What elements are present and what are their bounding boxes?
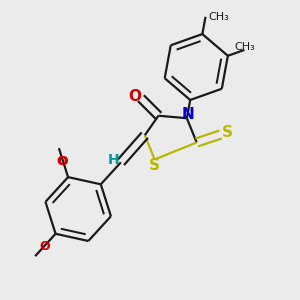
Text: S: S <box>221 125 233 140</box>
Text: methoxy: methoxy <box>59 147 65 148</box>
Text: CH₃: CH₃ <box>234 42 255 52</box>
Text: O: O <box>58 155 68 168</box>
Text: methoxy: methoxy <box>58 147 64 148</box>
Text: N: N <box>182 107 194 122</box>
Text: O: O <box>39 239 50 253</box>
Text: O: O <box>129 89 142 104</box>
Text: O: O <box>56 155 67 168</box>
Text: H: H <box>108 153 120 167</box>
Text: methoxy: methoxy <box>57 147 64 148</box>
Text: S: S <box>148 158 160 173</box>
Text: CH₃: CH₃ <box>208 12 229 22</box>
